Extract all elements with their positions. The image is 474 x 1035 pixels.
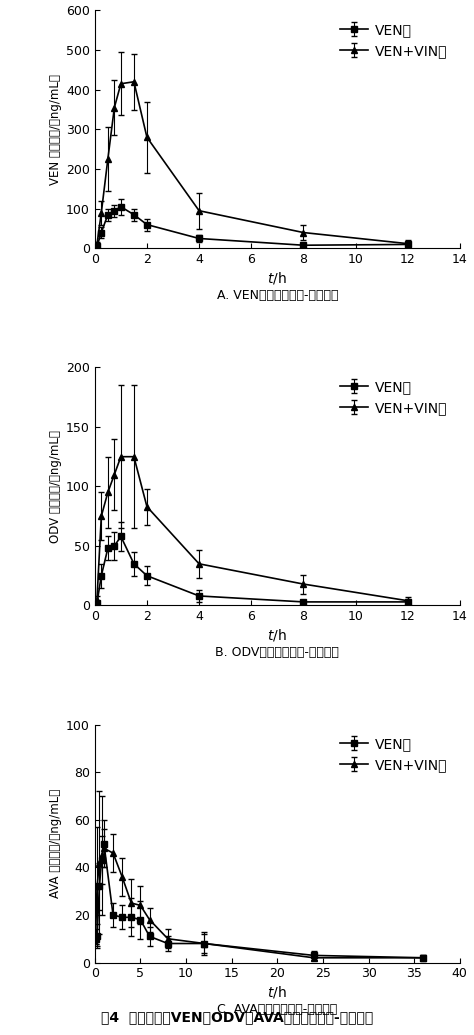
Text: C. AVA平均血药浓度-时间曲线: C. AVA平均血药浓度-时间曲线 <box>217 1003 337 1016</box>
Y-axis label: AVA 血药浓度/（ng/mL）: AVA 血药浓度/（ng/mL） <box>49 789 62 898</box>
Legend: VEN组, VEN+VIN组: VEN组, VEN+VIN组 <box>335 18 453 63</box>
Text: 图4  大鼠血浆中VEN、ODV、AVA平均血药浓度-时间曲线: 图4 大鼠血浆中VEN、ODV、AVA平均血药浓度-时间曲线 <box>101 1010 373 1025</box>
Text: B. ODV平均血药浓度-时间曲线: B. ODV平均血药浓度-时间曲线 <box>215 646 339 659</box>
Text: $t$/h: $t$/h <box>267 984 287 1000</box>
Y-axis label: ODV 血药浓度/（ng/mL）: ODV 血药浓度/（ng/mL） <box>49 430 62 543</box>
Text: $t$/h: $t$/h <box>267 627 287 643</box>
Text: $t$/h: $t$/h <box>267 270 287 286</box>
Text: A. VEN平均血药浓度-时间曲线: A. VEN平均血药浓度-时间曲线 <box>217 289 338 302</box>
Legend: VEN组, VEN+VIN组: VEN组, VEN+VIN组 <box>335 732 453 777</box>
Y-axis label: VEN 血药浓度/（ng/mL）: VEN 血药浓度/（ng/mL） <box>49 73 62 185</box>
Legend: VEN组, VEN+VIN组: VEN组, VEN+VIN组 <box>335 375 453 420</box>
